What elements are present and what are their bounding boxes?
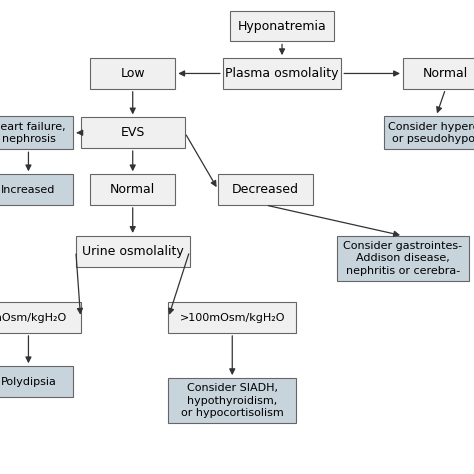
Text: Decreased: Decreased <box>232 183 299 196</box>
FancyBboxPatch shape <box>168 302 296 333</box>
Text: Consider hyperg-
or pseudohypo-: Consider hyperg- or pseudohypo- <box>388 121 474 144</box>
Text: Plasma osmolality: Plasma osmolality <box>225 67 339 80</box>
FancyBboxPatch shape <box>223 58 341 89</box>
FancyBboxPatch shape <box>168 378 296 423</box>
FancyBboxPatch shape <box>337 236 469 281</box>
Text: Urine osmolality: Urine osmolality <box>82 245 183 258</box>
FancyBboxPatch shape <box>230 10 334 42</box>
FancyBboxPatch shape <box>384 116 474 149</box>
Text: Increased: Increased <box>1 184 55 195</box>
FancyBboxPatch shape <box>0 302 81 333</box>
FancyBboxPatch shape <box>0 366 73 397</box>
Text: Polydipsia: Polydipsia <box>0 376 56 387</box>
FancyBboxPatch shape <box>0 116 73 149</box>
Text: Consider gastrointes-
Addison disease,
nephritis or cerebra-: Consider gastrointes- Addison disease, n… <box>343 241 463 276</box>
FancyBboxPatch shape <box>76 236 190 266</box>
Text: Hyponatremia: Hyponatremia <box>237 19 327 33</box>
Text: >100mOsm/kgH₂O: >100mOsm/kgH₂O <box>180 312 285 323</box>
Text: Consider SIADH,
hypothyroidism,
or hypocortisolism: Consider SIADH, hypothyroidism, or hypoc… <box>181 383 283 418</box>
Text: mOsm/kgH₂O: mOsm/kgH₂O <box>0 312 66 323</box>
Text: Normal: Normal <box>423 67 468 80</box>
Text: Normal: Normal <box>110 183 155 196</box>
FancyBboxPatch shape <box>0 174 73 205</box>
FancyBboxPatch shape <box>218 174 313 205</box>
Text: Heart failure,
nephrosis: Heart failure, nephrosis <box>0 121 65 144</box>
Text: Low: Low <box>120 67 145 80</box>
FancyBboxPatch shape <box>81 118 185 148</box>
Text: EVS: EVS <box>120 126 145 139</box>
FancyBboxPatch shape <box>90 174 175 205</box>
FancyBboxPatch shape <box>90 58 175 89</box>
FancyBboxPatch shape <box>403 58 474 89</box>
